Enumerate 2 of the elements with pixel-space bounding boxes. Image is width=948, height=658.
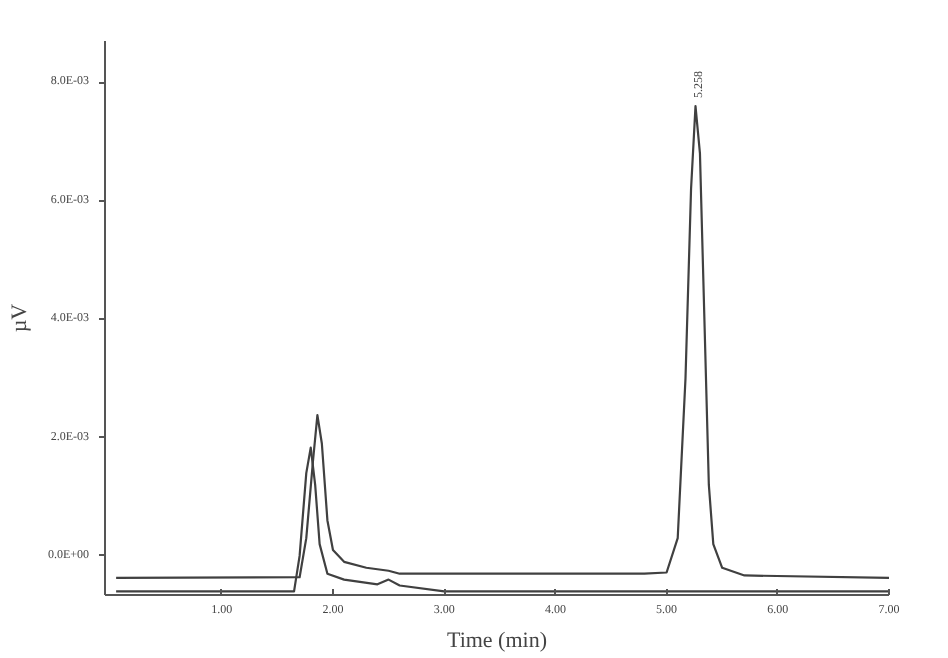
- x-axis-title: Time (min): [446, 629, 548, 653]
- y-axis-title: µV: [7, 303, 32, 333]
